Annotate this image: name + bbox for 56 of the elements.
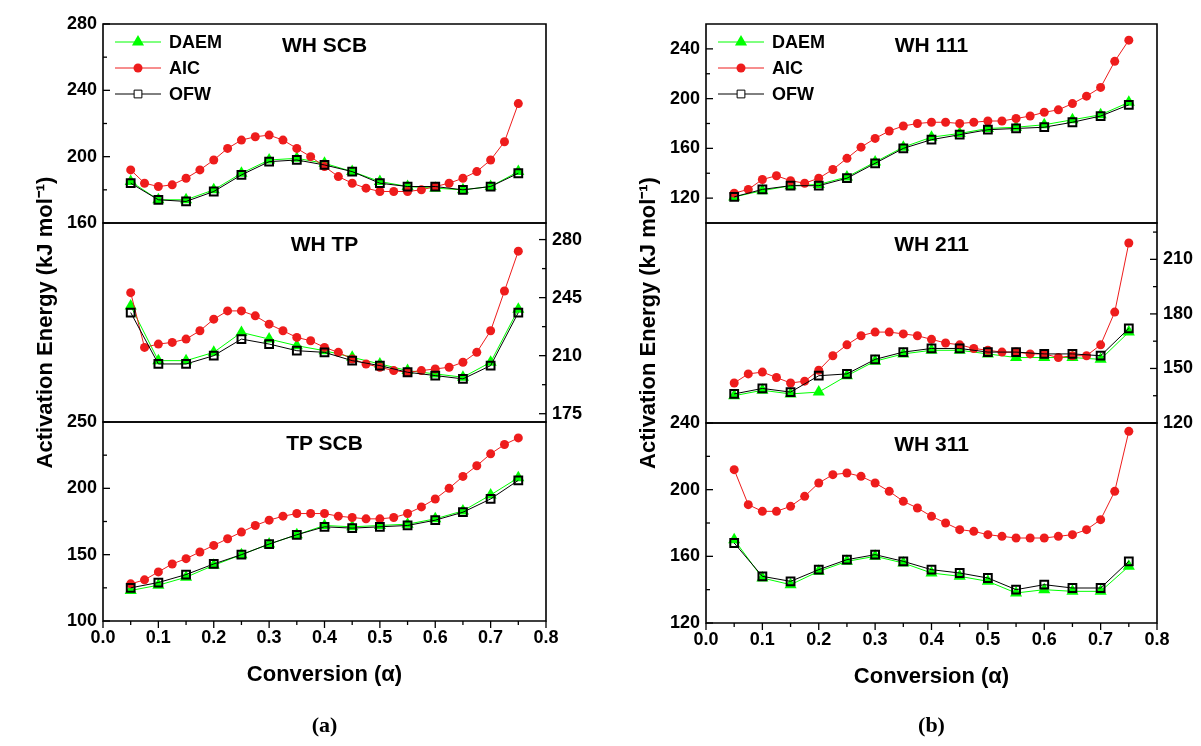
chart-title: WH 211 <box>894 231 970 255</box>
y2-tick-label: 210 <box>552 344 583 365</box>
y-tick-label: 120 <box>669 187 700 208</box>
legend-label: DAEM <box>169 31 222 52</box>
y-tick-label: 160 <box>669 137 700 158</box>
x-tick-label: 0.5 <box>367 626 393 647</box>
y-tick-label: 240 <box>66 79 97 100</box>
x-tick-label: 0.1 <box>145 626 171 647</box>
y-tick-label: 160 <box>66 211 97 232</box>
y-axis-title: Activation Energy (kJ mol⁻¹) <box>635 177 661 469</box>
x-tick-label: 0.7 <box>1088 628 1114 649</box>
y2-tick-label: 210 <box>1163 248 1194 269</box>
chart-title: WH 111 <box>894 32 969 56</box>
y-tick-label: 200 <box>66 145 97 166</box>
y-tick-label: 160 <box>669 545 700 566</box>
y-tick-label: 240 <box>669 411 700 432</box>
legend-label: OFW <box>772 83 814 104</box>
x-tick-label: 0.1 <box>749 628 775 649</box>
y2-tick-label: 150 <box>1163 357 1194 378</box>
y2-tick-label: 175 <box>552 402 583 423</box>
y-tick-label: 200 <box>669 478 700 499</box>
x-tick-label: 0.4 <box>311 626 338 647</box>
x-tick-label: 0.8 <box>533 626 559 647</box>
y2-tick-label: 120 <box>1163 411 1194 432</box>
chart-title: TP SCB <box>286 430 363 454</box>
chart-title: WH SCB <box>281 32 368 56</box>
text: (b) <box>918 711 945 737</box>
chart-title: WH TP <box>290 231 359 255</box>
x-tick-label: 0.7 <box>478 626 504 647</box>
x-tick-label: 0.3 <box>862 628 888 649</box>
y2-tick-label: 245 <box>552 286 583 307</box>
x-tick-label: 0.5 <box>975 628 1001 649</box>
legend-label: OFW <box>169 83 211 104</box>
y-tick-label: 250 <box>66 410 97 431</box>
y-axis-title: Activation Energy (kJ mol⁻¹) <box>32 176 58 469</box>
y2-tick-label: 280 <box>552 228 583 249</box>
x-tick-label: 0.3 <box>256 626 282 647</box>
legend-label: AIC <box>772 57 803 78</box>
x-tick-label: 0.2 <box>201 626 227 647</box>
y-tick-label: 280 <box>66 12 97 33</box>
x-axis-title: Conversion (α) <box>246 660 403 686</box>
y-tick-label: 200 <box>66 477 97 498</box>
x-tick-label: 0.8 <box>1144 628 1170 649</box>
chart-title: WH 311 <box>894 431 970 455</box>
x-tick-label: 0.6 <box>422 626 448 647</box>
y-tick-label: 150 <box>66 543 97 564</box>
y2-tick-label: 180 <box>1163 302 1194 323</box>
y-tick-label: 240 <box>669 37 700 58</box>
legend-label: AIC <box>169 57 200 78</box>
text: (a) <box>311 711 338 737</box>
legend-label: DAEM <box>772 31 825 52</box>
y-tick-label: 200 <box>669 87 700 108</box>
x-tick-label: 0.4 <box>918 628 945 649</box>
x-tick-label: 0.6 <box>1031 628 1057 649</box>
x-tick-label: 0.2 <box>806 628 832 649</box>
x-axis-title: Conversion (α) <box>853 662 1010 688</box>
